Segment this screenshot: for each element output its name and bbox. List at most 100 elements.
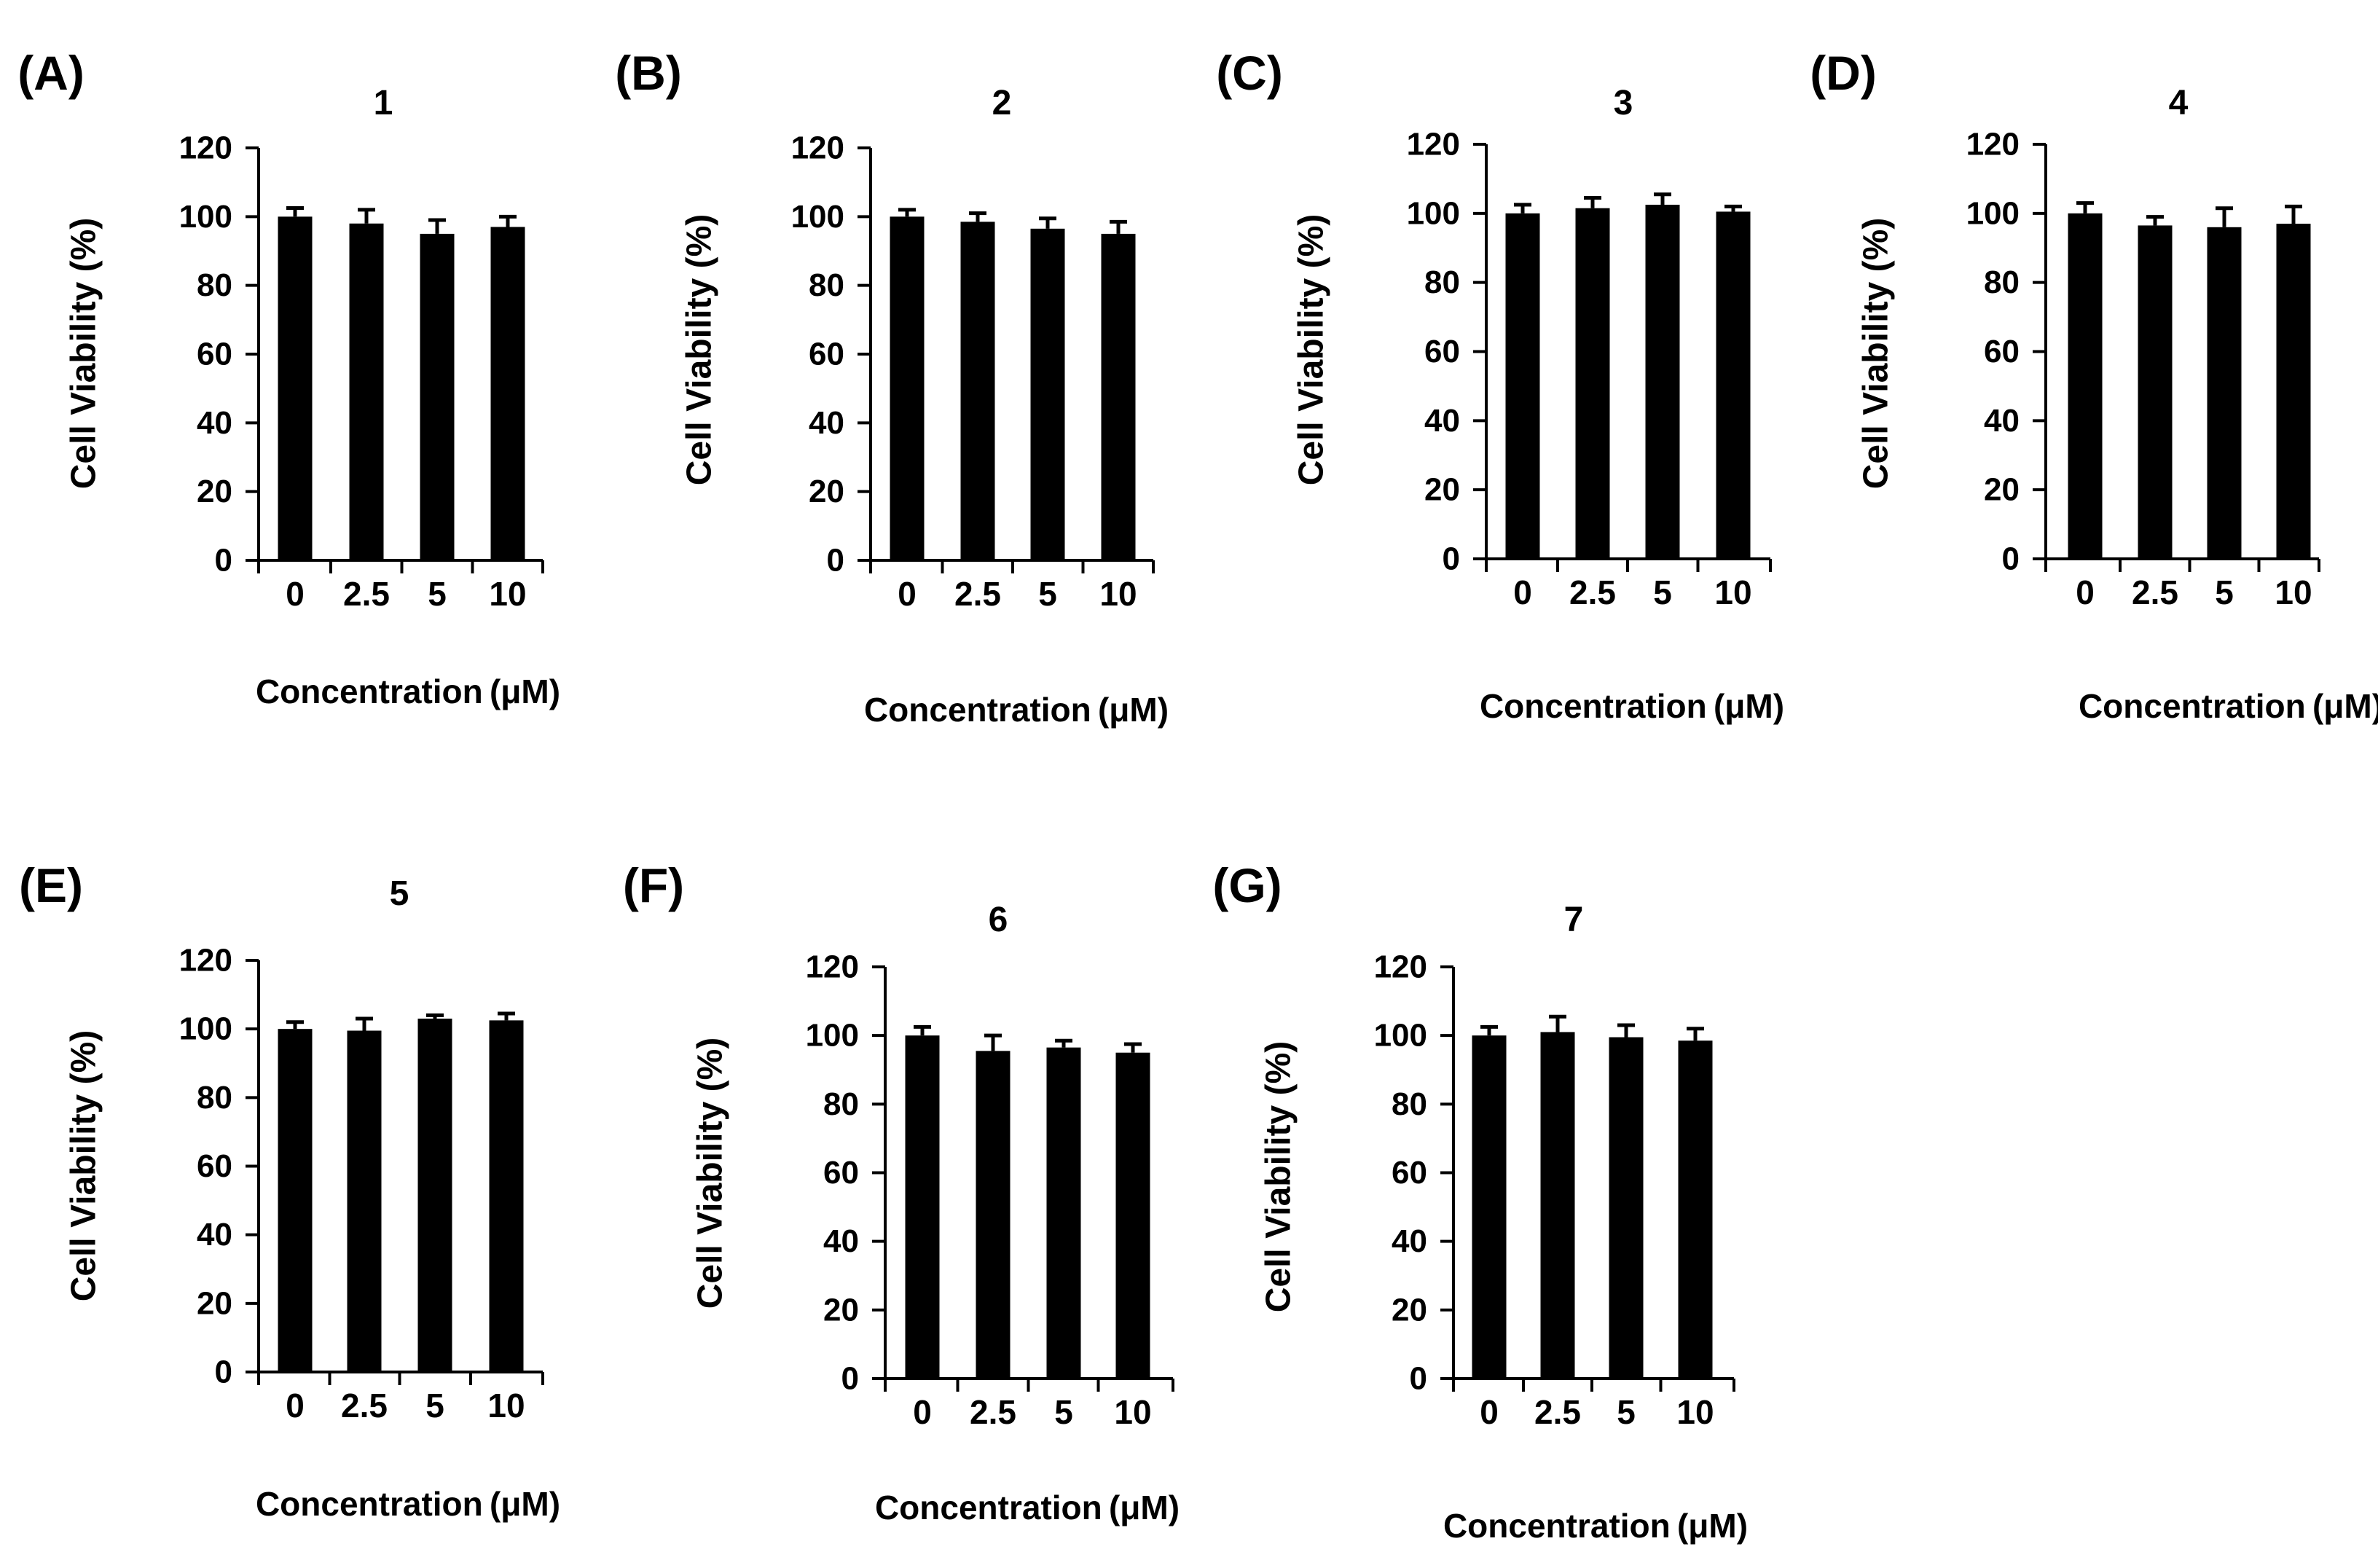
chart-title: 4	[2169, 84, 2189, 122]
bar	[2068, 213, 2103, 559]
y-tick-label: 80	[1424, 264, 1460, 300]
x-tick-label: 5	[1054, 1393, 1073, 1431]
x-tick-label: 10	[489, 575, 526, 613]
x-tick-label: 10	[1099, 575, 1137, 613]
y-tick-label: 60	[1984, 334, 2020, 369]
x-tick-label: 10	[1676, 1393, 1714, 1431]
bar	[420, 233, 455, 560]
y-tick-label: 0	[827, 543, 844, 579]
bar	[417, 1019, 452, 1372]
bar	[278, 1029, 313, 1372]
y-tick-label: 40	[1392, 1223, 1427, 1259]
bar	[1030, 228, 1065, 560]
bar	[1101, 233, 1136, 560]
bar	[890, 216, 925, 560]
y-tick-label: 100	[1407, 195, 1460, 231]
x-tick-label: 2.5	[970, 1393, 1016, 1431]
bar	[1716, 211, 1751, 559]
bar	[976, 1051, 1011, 1379]
bar	[349, 223, 384, 560]
y-tick-label: 0	[841, 1361, 859, 1397]
y-tick-label: 60	[197, 337, 232, 372]
y-tick-label: 80	[197, 1080, 232, 1116]
chart-title: 6	[989, 901, 1008, 939]
bar	[489, 1020, 524, 1372]
panel-label: (E)	[19, 858, 83, 912]
y-tick-label: 40	[809, 405, 844, 441]
y-axis-label: Cell Viability (%)	[1292, 214, 1331, 486]
x-axis-label: Concentration (μM)	[1480, 687, 1784, 725]
y-tick-label: 0	[1410, 1361, 1427, 1397]
panel-label: (B)	[615, 46, 682, 100]
y-tick-label: 120	[1407, 127, 1460, 162]
x-tick-label: 5	[1617, 1393, 1636, 1431]
x-axis-label: Concentration (μM)	[875, 1489, 1180, 1526]
y-axis-label: Cell Viability (%)	[65, 218, 103, 490]
x-tick-label: 10	[1114, 1393, 1151, 1431]
x-tick-label: 2.5	[2132, 573, 2178, 611]
x-axis-label: Concentration (μM)	[256, 673, 560, 710]
y-tick-label: 60	[809, 337, 844, 372]
chart-title: 3	[1614, 84, 1633, 122]
bar	[278, 216, 313, 560]
y-tick-label: 100	[791, 199, 844, 235]
chart-title: 5	[390, 874, 409, 913]
bar	[2138, 225, 2173, 559]
bar	[2276, 224, 2311, 559]
bar	[1540, 1032, 1575, 1379]
x-tick-label: 10	[487, 1387, 525, 1424]
x-axis-label: Concentration (μM)	[1443, 1507, 1748, 1545]
y-tick-label: 20	[197, 474, 232, 509]
y-tick-label: 120	[179, 943, 232, 979]
y-tick-label: 60	[1424, 334, 1460, 369]
x-tick-label: 5	[1038, 575, 1057, 613]
x-tick-label: 2.5	[341, 1387, 388, 1424]
bar	[960, 222, 995, 560]
x-tick-label: 0	[898, 575, 917, 613]
y-axis-label: Cell Viability (%)	[691, 1038, 730, 1309]
panel-label: (A)	[17, 46, 85, 100]
x-tick-label: 2.5	[1534, 1393, 1581, 1431]
bar	[1575, 208, 1610, 559]
y-tick-label: 20	[809, 474, 844, 509]
y-tick-label: 40	[1984, 403, 2020, 439]
x-tick-label: 2.5	[954, 575, 1001, 613]
bar	[1046, 1047, 1081, 1379]
y-tick-label: 40	[197, 1217, 232, 1253]
chart-panel-5: (E) 5 0 20 40 60 80 100 120 0 2.5 5 10 Cell Viability…	[19, 858, 560, 1523]
y-tick-label: 20	[1392, 1292, 1427, 1328]
panel-label: (F)	[623, 858, 684, 912]
y-tick-label: 100	[1966, 195, 2020, 231]
bar	[1609, 1037, 1644, 1379]
x-axis-label: Concentration (μM)	[864, 691, 1169, 729]
chart-title: 1	[374, 84, 393, 122]
x-axis-label: Concentration (μM)	[256, 1485, 560, 1523]
y-axis-label: Cell Viability (%)	[680, 214, 719, 486]
y-tick-label: 0	[215, 1355, 232, 1390]
x-tick-label: 5	[425, 1387, 444, 1424]
y-tick-label: 20	[1424, 472, 1460, 508]
bar	[2207, 227, 2242, 559]
panel-label: (C)	[1216, 46, 1283, 100]
chart-panel-7: (G) 7 0 20 40 60 80 100 120 0 2.5 5 10 Cell Viability…	[1212, 858, 1748, 1545]
y-tick-label: 80	[197, 267, 232, 303]
chart-title: 7	[1564, 901, 1584, 939]
y-tick-label: 60	[1392, 1155, 1427, 1191]
x-tick-label: 5	[428, 575, 447, 613]
y-tick-label: 80	[823, 1086, 859, 1122]
y-tick-label: 100	[806, 1018, 859, 1054]
y-tick-label: 20	[197, 1285, 232, 1321]
y-tick-label: 120	[806, 949, 859, 985]
y-tick-label: 80	[809, 267, 844, 303]
y-tick-label: 60	[197, 1148, 232, 1184]
y-tick-label: 100	[179, 199, 232, 235]
y-tick-label: 40	[197, 405, 232, 441]
bar	[1115, 1052, 1150, 1379]
x-tick-label: 0	[1513, 573, 1532, 611]
y-tick-label: 120	[791, 130, 844, 166]
y-tick-label: 40	[823, 1223, 859, 1259]
chart-panel-3: (C) 3 0 20 40 60 80 100 120 0 2.5 5 10 Cell Viability…	[1216, 46, 1784, 725]
